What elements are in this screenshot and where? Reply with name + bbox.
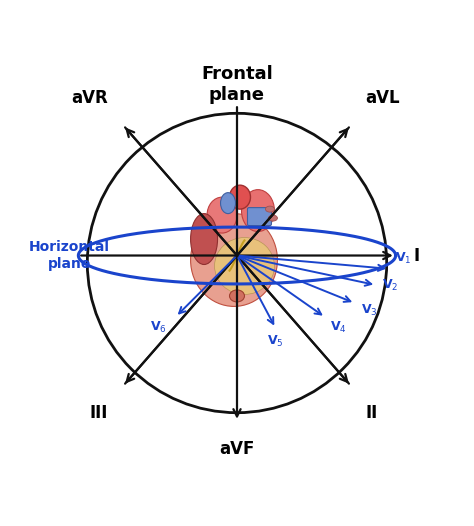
Text: II: II <box>366 403 378 422</box>
Text: $\mathbf{V}_2$: $\mathbf{V}_2$ <box>382 278 399 292</box>
Ellipse shape <box>220 193 236 214</box>
Text: aVR: aVR <box>72 89 108 107</box>
Ellipse shape <box>191 214 218 265</box>
Ellipse shape <box>207 197 237 233</box>
Ellipse shape <box>268 215 277 221</box>
Ellipse shape <box>241 190 274 231</box>
Ellipse shape <box>229 290 245 302</box>
Ellipse shape <box>229 185 250 209</box>
Text: $\mathbf{V}_4$: $\mathbf{V}_4$ <box>330 320 346 336</box>
Ellipse shape <box>265 206 274 212</box>
Text: $\mathbf{V}_3$: $\mathbf{V}_3$ <box>361 303 378 318</box>
Ellipse shape <box>191 214 277 307</box>
Text: $\mathbf{V}_5$: $\mathbf{V}_5$ <box>267 334 284 349</box>
Text: Horizontal
plane: Horizontal plane <box>29 240 110 270</box>
Text: aVL: aVL <box>366 89 401 107</box>
Text: Frontal
plane: Frontal plane <box>201 65 273 104</box>
Text: III: III <box>90 403 108 422</box>
Text: $\mathbf{V}_6$: $\mathbf{V}_6$ <box>150 320 167 335</box>
Ellipse shape <box>215 238 274 295</box>
Text: aVF: aVF <box>219 440 255 458</box>
Text: $\mathbf{V}_1$: $\mathbf{V}_1$ <box>395 251 411 266</box>
FancyBboxPatch shape <box>247 208 272 226</box>
Text: I: I <box>414 247 420 265</box>
